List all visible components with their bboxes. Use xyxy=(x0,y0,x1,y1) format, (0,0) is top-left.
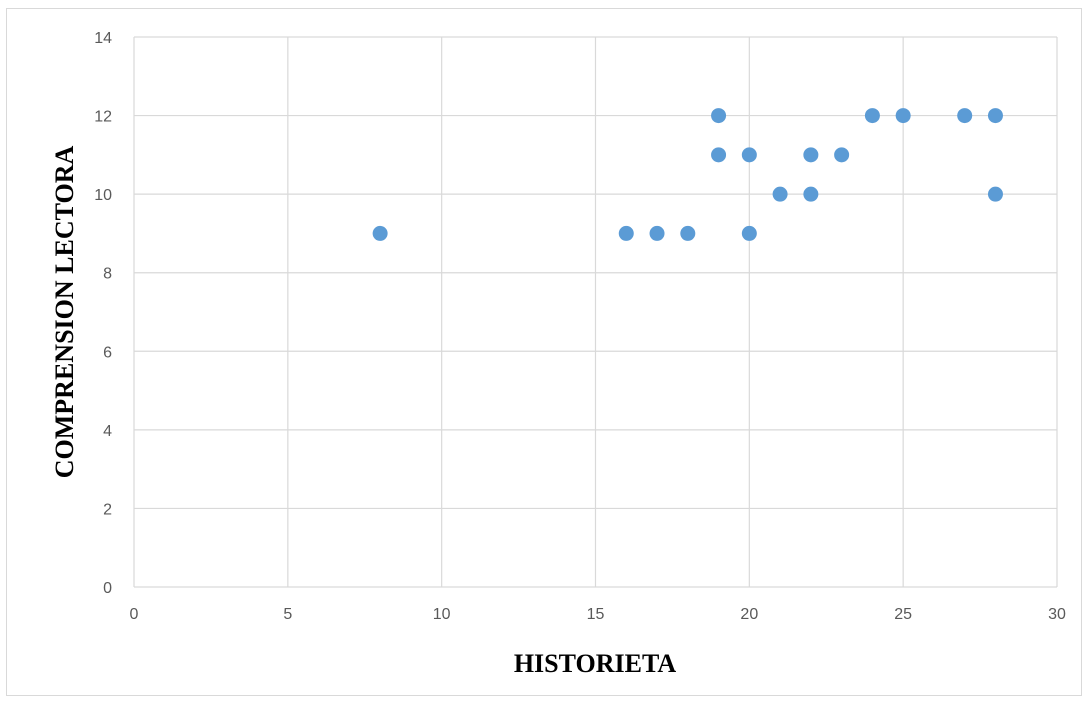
y-tick-label: 12 xyxy=(94,109,112,126)
data-point xyxy=(895,108,911,124)
y-tick-label: 6 xyxy=(103,344,112,361)
x-tick-labels: 0 5 10 15 20 25 30 xyxy=(130,606,1066,623)
data-point xyxy=(803,186,819,202)
x-tick-label: 20 xyxy=(740,606,758,623)
data-point xyxy=(987,186,1003,202)
y-tick-label: 14 xyxy=(94,30,112,47)
data-point xyxy=(649,225,665,241)
data-point xyxy=(680,225,696,241)
data-point xyxy=(864,108,880,124)
data-points xyxy=(372,108,1003,241)
y-tick-label: 10 xyxy=(94,187,112,204)
x-tick-label: 0 xyxy=(130,606,139,623)
x-axis-title: HISTORIETA xyxy=(514,649,677,678)
data-point xyxy=(803,147,819,163)
data-point xyxy=(711,108,727,124)
data-point xyxy=(834,147,850,163)
y-tick-label: 2 xyxy=(103,501,112,518)
y-tick-label: 8 xyxy=(103,266,112,283)
y-tick-labels: 0 2 4 6 8 10 12 14 xyxy=(94,30,112,597)
x-tick-label: 5 xyxy=(283,606,292,623)
x-tick-label: 25 xyxy=(894,606,912,623)
gridlines xyxy=(133,36,1058,588)
data-point xyxy=(741,147,757,163)
data-point xyxy=(772,186,788,202)
x-tick-label: 10 xyxy=(433,606,451,623)
y-tick-label: 0 xyxy=(103,580,112,597)
data-point xyxy=(987,108,1003,124)
x-tick-label: 15 xyxy=(587,606,605,623)
y-axis-title: COMPRENSION LECTORA xyxy=(50,146,79,479)
y-tick-label: 4 xyxy=(103,423,112,440)
x-tick-label: 30 xyxy=(1048,606,1066,623)
data-point xyxy=(372,225,388,241)
data-point xyxy=(741,225,757,241)
data-point xyxy=(957,108,973,124)
data-point xyxy=(711,147,727,163)
data-point xyxy=(618,225,634,241)
